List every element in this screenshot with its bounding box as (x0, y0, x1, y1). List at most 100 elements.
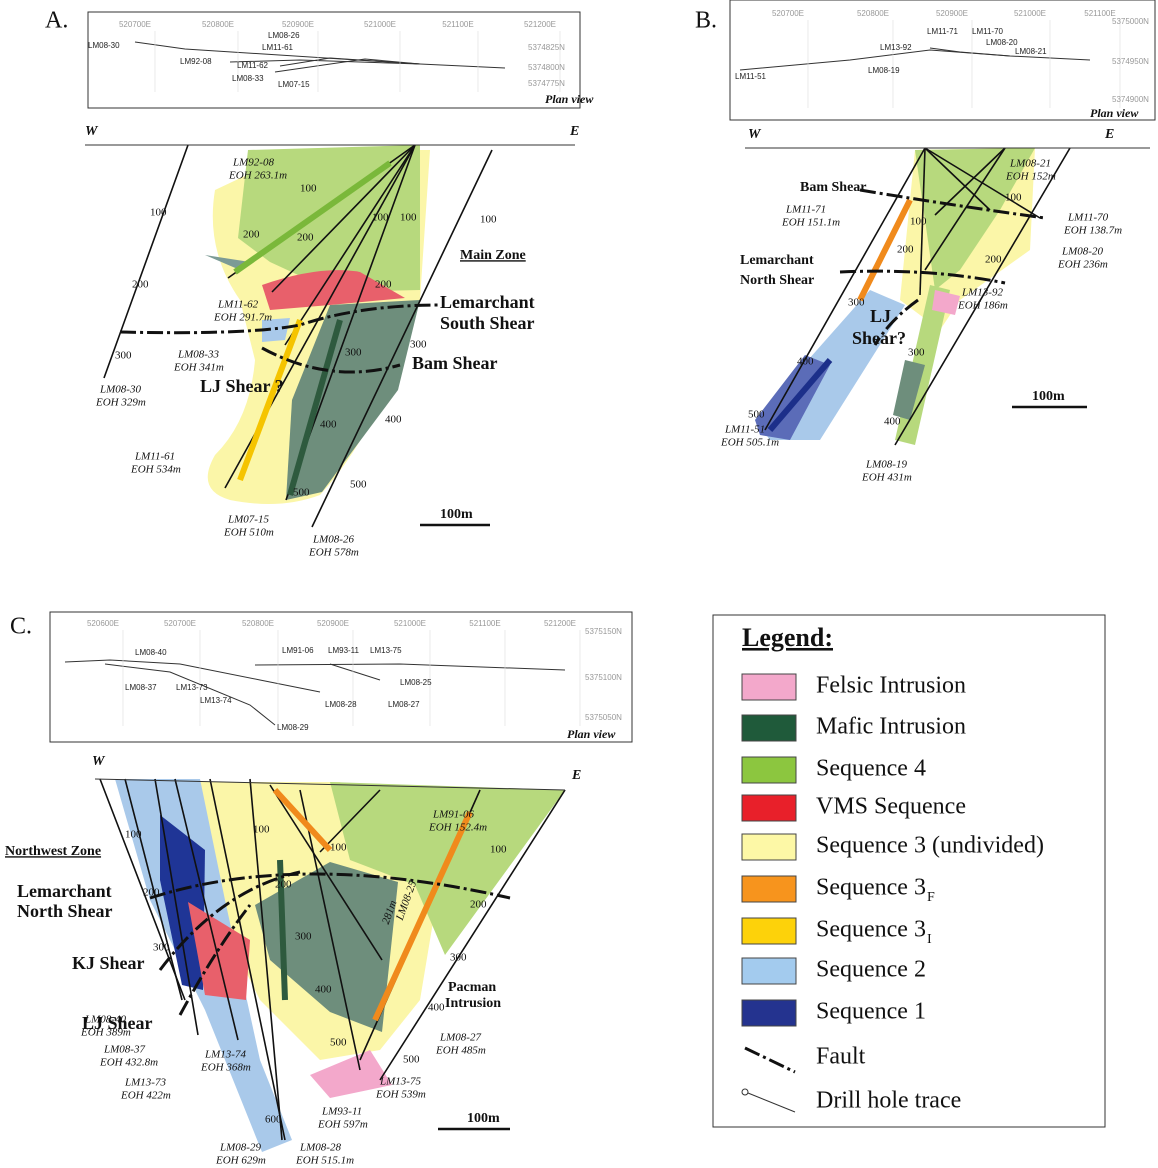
hole-eoh: EOH 422m (120, 1090, 171, 1102)
hole-eoh: EOH 432.8m (99, 1057, 158, 1069)
legend-subscript: F (927, 890, 935, 905)
section-label: Bam Shear (412, 353, 498, 373)
easting-label: 521000E (394, 619, 426, 628)
panel-label: C. (10, 614, 32, 640)
depth-label: 200 (897, 244, 914, 256)
hole-eoh: EOH 597m (317, 1119, 368, 1131)
plan-hole-label: LM13-74 (200, 696, 232, 705)
legend-swatch (742, 795, 796, 821)
depth-label: 600 (265, 1114, 282, 1126)
hole-name: LM11-61 (134, 451, 175, 463)
depth-label: 400 (320, 419, 337, 431)
section-label: LJ Shear ? (200, 376, 284, 396)
legend-label: VMS Sequence (816, 794, 966, 820)
depth-label: 200 (985, 254, 1002, 266)
legend-subscript: I (927, 932, 932, 947)
easting-label: 521100E (469, 619, 500, 628)
hole-eoh: EOH 368m (200, 1062, 251, 1074)
depth-label: 100 (253, 824, 270, 836)
hole-name: LM11-70 (1067, 212, 1109, 224)
easting-label: 520600E (87, 619, 119, 628)
east-label: E (571, 768, 581, 783)
hole-eoh: EOH 578m (308, 547, 359, 559)
legend-swatch (742, 715, 796, 741)
depth-label: 100 (490, 844, 507, 856)
plan-hole-label: LM13-92 (880, 43, 912, 52)
hole-name: LM08-27 (439, 1032, 481, 1044)
hole-eoh: EOH 505.1m (720, 437, 779, 449)
west-label: W (85, 124, 99, 139)
hole-name: LM08-21 (1009, 158, 1051, 170)
depth-label: 500 (748, 409, 765, 421)
hole-eoh: EOH 152.4m (428, 822, 487, 834)
legend-swatch (742, 1000, 796, 1026)
plan-hole-label: LM08-27 (388, 700, 420, 709)
legend-label: Sequence 3 (undivided) (816, 833, 1044, 859)
scale-label: 100m (467, 1111, 500, 1126)
hole-eoh: EOH 485m (435, 1045, 486, 1057)
plan-caption: Plan view (1090, 106, 1139, 120)
section-label: LJ (870, 306, 891, 326)
legend-label: Sequence 2 (816, 957, 926, 983)
depth-label: 200 (132, 279, 149, 291)
easting-label: 521200E (544, 619, 576, 628)
hole-name: LM07-15 (227, 514, 269, 526)
plan-hole-label: LM11-62 (237, 61, 269, 70)
plan-hole-label: LM08-21 (1015, 47, 1047, 56)
depth-label: 500 (330, 1037, 347, 1049)
northing-label: 5375150N (585, 627, 622, 636)
section-label: South Shear (440, 313, 535, 333)
plan-hole-label: LM08-37 (125, 683, 157, 692)
legend-swatch (742, 876, 796, 902)
hole-eoh: EOH 341m (173, 362, 224, 374)
hole-eoh: EOH 539m (375, 1089, 426, 1101)
hole-eoh: EOH 534m (130, 464, 181, 476)
depth-label: 400 (315, 984, 332, 996)
plan-hole-label: LM08-30 (88, 41, 120, 50)
depth-label: 100 (125, 829, 142, 841)
depth-label: 300 (345, 347, 362, 359)
northing-label: 5375050N (585, 713, 622, 722)
depth-label: 100 (910, 216, 927, 228)
depth-label: 500 (293, 487, 310, 499)
easting-label: 521000E (364, 20, 396, 29)
plan-box (50, 612, 632, 742)
depth-label: 300 (848, 297, 865, 309)
plan-hole-label: LM08-25 (400, 678, 432, 687)
northing-label: 5374900N (1112, 95, 1149, 104)
hole-name: LM11-71 (785, 204, 826, 216)
section-label: Main Zone (460, 248, 526, 263)
legend-swatch (742, 918, 796, 944)
hole-name: LM08-29 (219, 1142, 261, 1154)
hole-name: LM13-74 (204, 1049, 246, 1061)
hole-eoh: EOH 236m (1057, 259, 1108, 271)
hole-name: LM11-51 (724, 424, 765, 436)
plan-hole-label: LM08-26 (268, 31, 300, 40)
northing-label: 5375000N (1112, 17, 1149, 26)
panel-label: A. (45, 8, 68, 34)
section-label: Pacman (448, 980, 496, 995)
section-label: Northwest Zone (5, 844, 101, 859)
plan-hole-label: LM08-20 (986, 38, 1018, 47)
hole-name: LM08-37 (103, 1044, 145, 1056)
plan-hole-label: LM91-06 (282, 646, 314, 655)
hole-eoh: EOH 186m (957, 300, 1008, 312)
hole-name: LM08-20 (1061, 246, 1103, 258)
depth-label: 400 (428, 1002, 445, 1014)
legend-label: Sequence 3 (816, 917, 926, 943)
hole-eoh: EOH 629m (215, 1155, 266, 1167)
depth-label: 100 (480, 214, 497, 226)
depth-label: 400 (797, 356, 814, 368)
northing-label: 5375100N (585, 673, 622, 682)
plan-hole-label: LM07-15 (278, 80, 310, 89)
scale-label: 100m (1032, 389, 1065, 404)
plan-hole-label: LM11-61 (262, 43, 294, 52)
plan-caption: Plan view (545, 92, 594, 106)
depth-label: 200 (375, 279, 392, 291)
depth-label: 300 (450, 952, 467, 964)
northing-label: 5374775N (528, 79, 565, 88)
northing-label: 5374950N (1112, 57, 1149, 66)
section-label: Lemarchant (17, 881, 112, 901)
legend-line-label: Fault (816, 1044, 866, 1070)
section-label: Shear? (852, 328, 906, 348)
